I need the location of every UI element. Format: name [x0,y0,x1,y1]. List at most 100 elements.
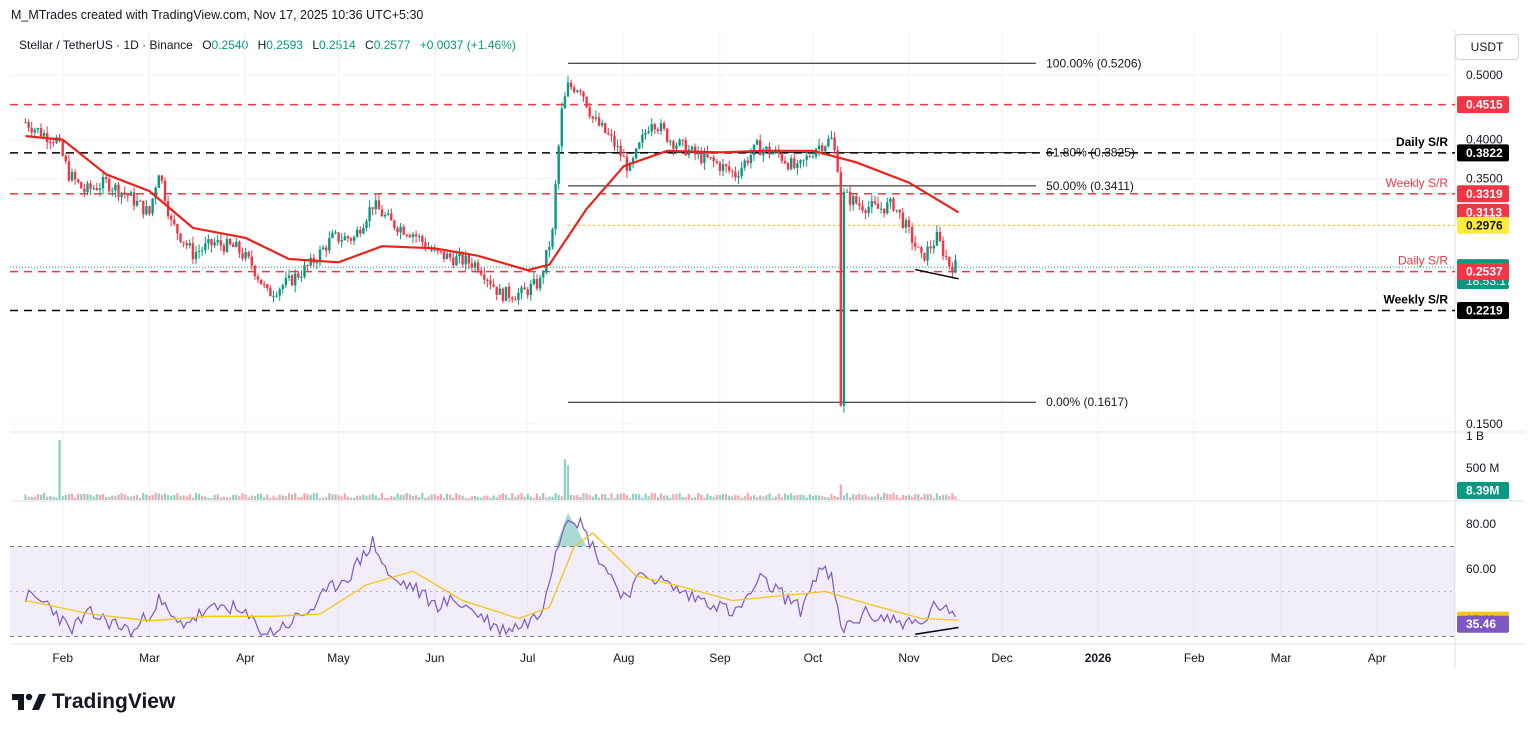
candle[interactable] [644,129,647,140]
candle[interactable] [662,120,666,131]
candle[interactable] [576,89,579,94]
candle[interactable] [284,271,288,289]
candle[interactable] [67,154,71,183]
candle[interactable] [613,130,616,151]
candle[interactable] [948,256,951,270]
candle[interactable] [201,246,204,257]
candle[interactable] [610,128,613,142]
candle[interactable] [445,251,449,260]
candle[interactable] [480,266,483,277]
candle[interactable] [458,247,461,263]
candle[interactable] [411,231,415,244]
candle[interactable] [926,241,929,266]
candle[interactable] [244,247,247,262]
candle[interactable] [731,169,734,178]
candle[interactable] [579,88,582,96]
candle[interactable] [935,225,939,247]
candle[interactable] [548,241,551,258]
candle[interactable] [951,262,954,279]
candle[interactable] [870,195,873,214]
candle[interactable] [814,147,818,160]
candle[interactable] [594,110,598,122]
candle[interactable] [139,199,142,202]
candle[interactable] [402,224,405,236]
candle[interactable] [89,180,92,195]
candle[interactable] [39,123,43,138]
candle[interactable] [272,290,275,303]
candle[interactable] [511,296,514,303]
candle[interactable] [27,119,30,132]
candle[interactable] [476,259,480,274]
candle[interactable] [61,138,64,157]
candle[interactable] [414,230,418,243]
candle[interactable] [241,247,244,261]
candle[interactable] [666,127,669,143]
candle[interactable] [653,122,656,134]
candle[interactable] [318,245,322,267]
candle[interactable] [228,237,232,246]
candle[interactable] [786,161,790,172]
candle[interactable] [929,240,932,254]
candle[interactable] [362,223,365,235]
candle[interactable] [483,267,486,285]
candle[interactable] [588,102,591,119]
candle[interactable] [365,218,368,232]
candle[interactable] [535,274,539,291]
candle[interactable] [210,238,213,253]
candle[interactable] [504,286,508,302]
candle[interactable] [638,141,641,150]
candle[interactable] [77,178,80,184]
candle[interactable] [352,235,356,246]
candle[interactable] [914,236,917,251]
candle[interactable] [120,191,123,205]
candle[interactable] [737,170,740,185]
candle[interactable] [762,147,765,163]
candle[interactable] [101,170,105,195]
tradingview-logo[interactable]: TradingView [12,690,175,714]
candle[interactable] [827,135,830,148]
candle[interactable] [501,287,505,304]
candle[interactable] [864,208,867,220]
candle[interactable] [923,252,926,262]
candle[interactable] [907,216,911,234]
candle[interactable] [235,238,238,248]
candle[interactable] [954,254,957,274]
candle[interactable] [917,246,920,248]
candle[interactable] [845,188,849,193]
candle[interactable] [83,183,86,198]
candle[interactable] [551,227,554,250]
candle[interactable] [517,287,520,305]
candle[interactable] [117,182,120,202]
candle[interactable] [163,177,167,205]
candle[interactable] [334,229,337,235]
candle[interactable] [297,270,300,280]
candle[interactable] [904,217,908,234]
candle[interactable] [802,159,805,167]
candle[interactable] [408,232,412,238]
candle[interactable] [346,235,350,243]
candle[interactable] [387,209,390,216]
candle[interactable] [529,279,532,301]
price-pane[interactable]: 100.00% (0.5206)61.80% (0.3825)50.00% (0… [10,56,1455,413]
candle[interactable] [805,150,808,167]
candle[interactable] [328,231,331,254]
rsi-pane[interactable] [10,512,1455,639]
candle[interactable] [303,260,306,279]
candle[interactable] [86,180,89,196]
candle[interactable] [197,244,201,259]
candle[interactable] [557,144,560,190]
candle[interactable] [495,286,498,301]
candle[interactable] [876,196,880,209]
candle[interactable] [108,176,111,194]
candle[interactable] [173,215,176,227]
candle[interactable] [573,84,576,94]
candle[interactable] [889,196,892,209]
candle[interactable] [656,127,660,135]
candle[interactable] [207,234,210,250]
candle[interactable] [867,201,870,218]
candle[interactable] [247,250,250,259]
candle[interactable] [669,139,672,146]
candle[interactable] [861,200,864,213]
candle[interactable] [216,234,219,246]
